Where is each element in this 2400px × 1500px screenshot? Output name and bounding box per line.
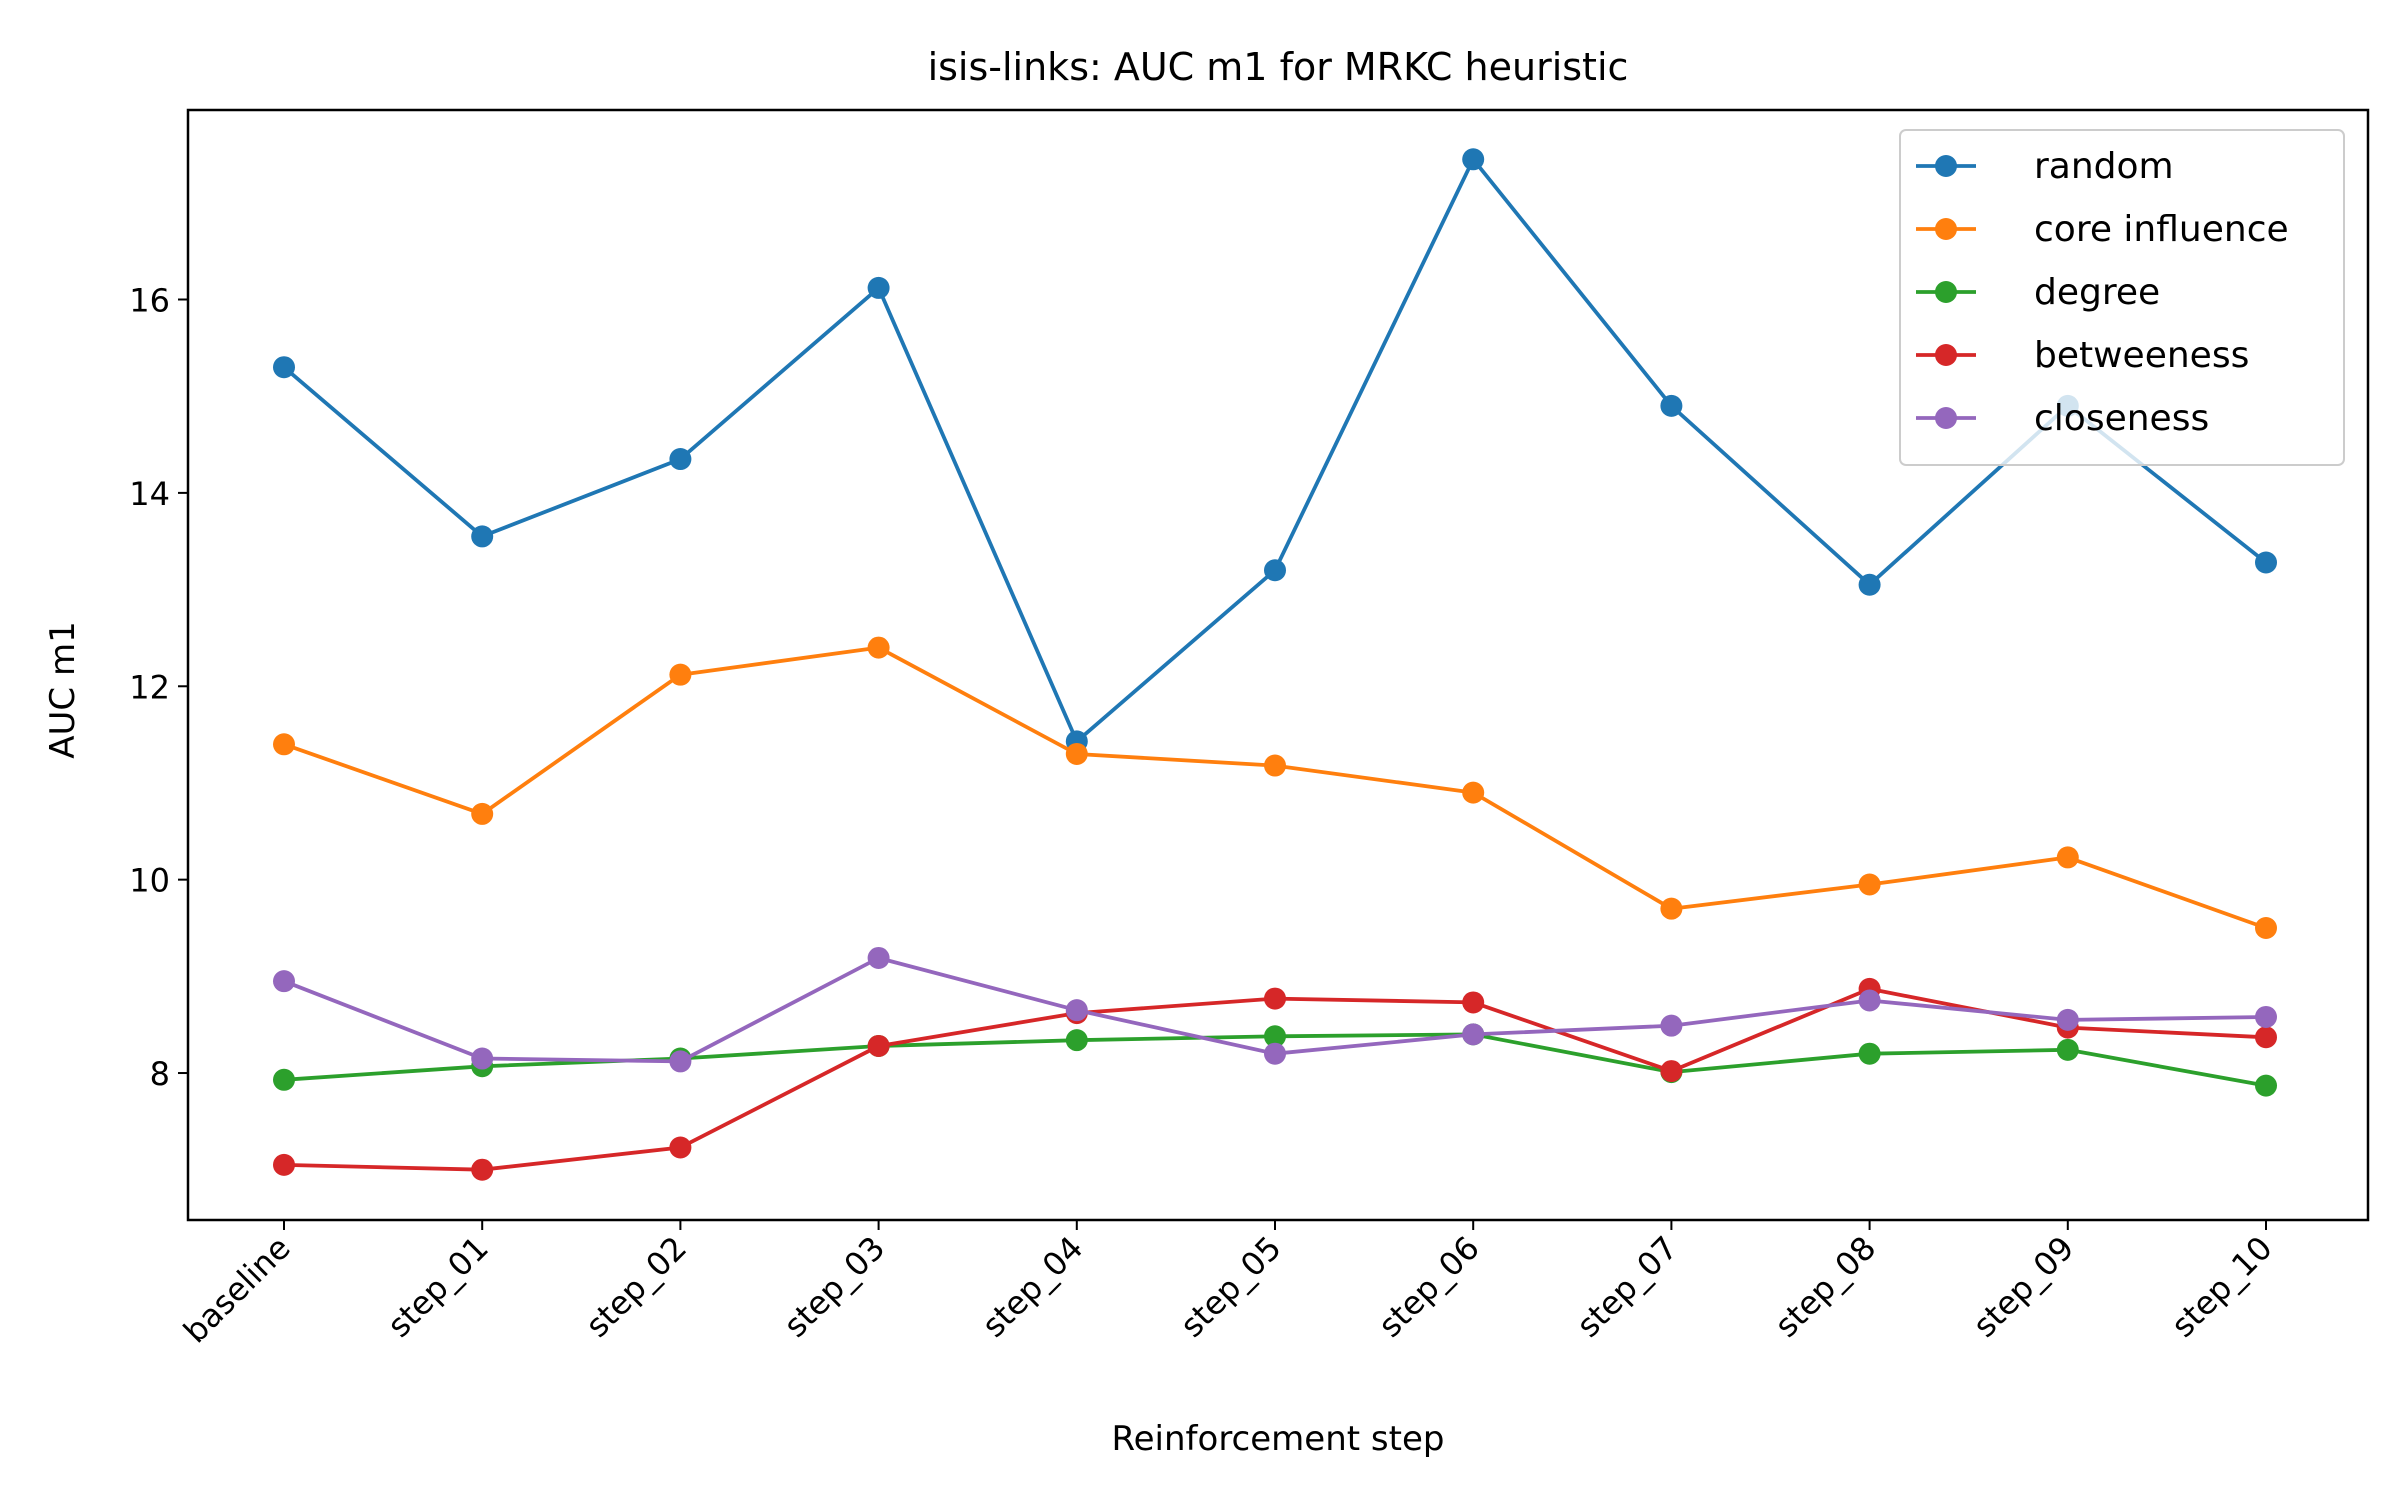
data-point-random — [1660, 394, 1683, 417]
data-point-core-influence — [1065, 742, 1088, 765]
data-point-core-influence — [2056, 846, 2079, 869]
data-point-random — [2255, 551, 2277, 574]
y-tick-label: 14 — [129, 475, 170, 513]
data-point-degree — [1858, 1042, 1881, 1065]
plot-frame — [186, 108, 2370, 1222]
y-tick-label: 10 — [129, 862, 170, 900]
data-point-degree — [2255, 1074, 2277, 1097]
data-point-closeness — [1660, 1014, 1683, 1037]
data-point-closeness — [867, 946, 890, 969]
chart-title: isis-links: AUC m1 for MRKC heuristic — [928, 45, 1629, 89]
legend-label-closeness: closeness — [2034, 398, 2209, 439]
data-point-betweeness — [669, 1136, 692, 1159]
data-point-random — [471, 525, 494, 548]
data-point-closeness — [1264, 1042, 1286, 1065]
legend-marker-closeness — [1935, 407, 1957, 429]
data-point-random — [867, 276, 890, 299]
legend-marker-betweeness — [1935, 344, 1957, 366]
data-point-closeness — [273, 970, 295, 993]
legend-box — [1899, 129, 2345, 466]
data-point-core-influence — [1858, 873, 1881, 896]
data-point-closeness — [669, 1050, 692, 1073]
data-point-closeness — [2255, 1005, 2277, 1028]
legend-label-degree: degree — [2034, 272, 2160, 313]
data-point-closeness — [1065, 999, 1088, 1022]
legend: random core influence degree betweeness clos… — [1899, 129, 2345, 466]
data-point-core-influence — [1660, 897, 1683, 920]
data-point-core-influence — [1462, 781, 1485, 804]
legend-label-betweeness: betweeness — [2034, 335, 2249, 376]
data-point-betweeness — [867, 1034, 890, 1057]
y-tick-label: 16 — [129, 282, 170, 320]
data-point-degree — [1264, 1025, 1286, 1048]
data-point-random — [273, 356, 295, 379]
data-point-core-influence — [2255, 916, 2277, 939]
y-axis-label: AUC m1 — [43, 621, 83, 758]
data-point-core-influence — [669, 663, 692, 686]
data-point-random — [669, 448, 692, 471]
data-point-betweeness — [1462, 991, 1485, 1014]
y-tick-label: 8 — [150, 1055, 170, 1093]
data-point-closeness — [1858, 989, 1881, 1012]
data-point-random — [1264, 559, 1286, 582]
data-point-random — [1462, 148, 1485, 171]
data-point-betweeness — [471, 1158, 494, 1181]
data-point-betweeness — [2255, 1026, 2277, 1049]
data-point-degree — [1065, 1029, 1088, 1052]
legend-marker-degree — [1935, 281, 1957, 303]
data-point-degree — [273, 1068, 295, 1091]
data-point-degree — [2056, 1038, 2079, 1061]
data-point-core-influence — [1264, 754, 1286, 777]
data-point-closeness — [471, 1047, 494, 1070]
data-point-closeness — [2056, 1008, 2079, 1031]
y-tick-label: 12 — [129, 668, 170, 706]
data-point-random — [1858, 573, 1881, 596]
data-point-closeness — [1462, 1023, 1485, 1046]
legend-label-core-influence: core influence — [2034, 209, 2289, 250]
x-axis-label: Reinforcement step — [1112, 1419, 1445, 1459]
legend-label-random: random — [2034, 146, 2174, 187]
legend-marker-core-influence — [1935, 218, 1957, 240]
data-point-betweeness — [273, 1153, 295, 1176]
data-point-core-influence — [867, 636, 890, 659]
data-point-core-influence — [273, 733, 295, 756]
data-point-betweeness — [1660, 1060, 1683, 1083]
data-point-core-influence — [471, 802, 494, 825]
legend-marker-random — [1935, 155, 1957, 177]
data-point-betweeness — [1264, 987, 1286, 1010]
